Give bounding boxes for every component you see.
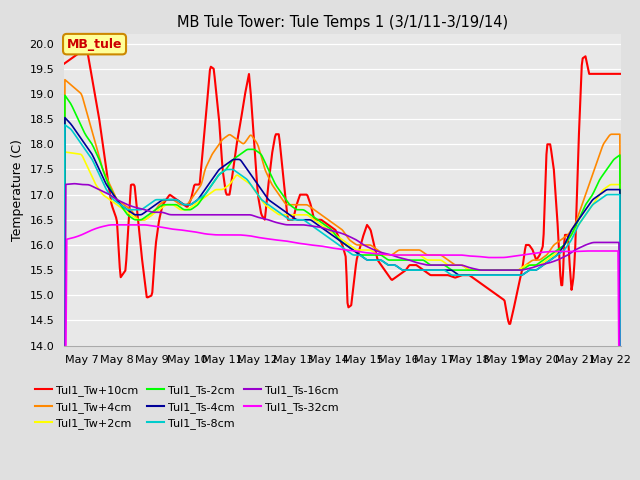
Line: Tul1_Ts-32cm: Tul1_Ts-32cm [64,225,621,480]
Tul1_Ts-2cm [313,216,321,222]
Tul1_Tw+4cm [480,267,488,273]
Tul1_Ts-16cm [70,181,78,187]
Tul1_Ts-2cm [617,450,625,456]
Tul1_Ts-2cm [204,187,212,193]
Tul1_Ts-16cm [480,267,488,273]
Tul1_Tw+10cm [204,88,212,94]
Tul1_Tw+10cm [506,321,513,327]
Tul1_Tw+10cm [313,217,321,223]
Tul1_Ts-2cm [61,93,68,98]
Tul1_Ts-32cm [109,222,117,228]
Tul1_Ts-2cm [60,410,68,416]
Tul1_Ts-2cm [389,257,397,263]
Tul1_Tw+2cm [61,149,68,155]
Line: Tul1_Ts-2cm: Tul1_Ts-2cm [64,96,621,453]
Line: Tul1_Ts-16cm: Tul1_Ts-16cm [64,184,621,480]
Tul1_Tw+2cm [313,219,321,225]
Tul1_Ts-8cm [61,122,68,128]
Line: Tul1_Tw+10cm: Tul1_Tw+10cm [64,49,621,324]
Tul1_Ts-4cm [617,474,625,480]
Tul1_Tw+2cm [433,257,440,263]
Legend: Tul1_Tw+10cm, Tul1_Tw+4cm, Tul1_Tw+2cm, Tul1_Ts-2cm, Tul1_Ts-4cm, Tul1_Ts-8cm, T: Tul1_Tw+10cm, Tul1_Tw+4cm, Tul1_Tw+2cm, … [31,381,343,433]
Tul1_Tw+4cm [159,199,167,204]
Tul1_Ts-4cm [433,267,440,273]
Tul1_Ts-2cm [433,262,440,268]
Tul1_Ts-2cm [480,267,488,273]
Tul1_Tw+10cm [159,201,167,206]
Tul1_Ts-8cm [480,272,488,278]
Tul1_Tw+4cm [313,209,321,215]
Tul1_Ts-4cm [61,115,68,120]
Tul1_Ts-8cm [617,477,625,480]
Tul1_Tw+10cm [60,61,68,67]
Line: Tul1_Tw+2cm: Tul1_Tw+2cm [64,152,621,473]
Tul1_Tw+2cm [617,470,625,476]
Tul1_Ts-16cm [204,212,212,217]
Tul1_Ts-16cm [313,224,321,229]
Tul1_Ts-16cm [159,210,167,216]
Tul1_Tw+4cm [389,251,397,257]
Tul1_Tw+2cm [480,267,488,273]
Tul1_Tw+4cm [60,400,68,406]
Tul1_Ts-32cm [159,225,167,230]
Tul1_Tw+2cm [204,192,212,198]
Tul1_Tw+10cm [83,46,90,52]
Tul1_Tw+4cm [433,252,440,258]
Tul1_Tw+10cm [433,272,440,278]
Tul1_Ts-8cm [433,267,440,273]
Tul1_Ts-4cm [313,221,321,227]
Tul1_Ts-32cm [204,231,212,237]
Line: Tul1_Ts-4cm: Tul1_Ts-4cm [64,118,621,477]
Tul1_Tw+4cm [204,160,212,166]
Tul1_Tw+10cm [480,283,488,288]
Tul1_Ts-8cm [389,262,397,268]
Tul1_Ts-4cm [389,262,397,268]
Tul1_Ts-32cm [313,243,321,249]
Tul1_Ts-16cm [433,262,440,268]
Tul1_Ts-4cm [480,272,488,278]
Title: MB Tule Tower: Tule Temps 1 (3/1/11-3/19/14): MB Tule Tower: Tule Temps 1 (3/1/11-3/19… [177,15,508,30]
Tul1_Tw+2cm [60,448,68,454]
Line: Tul1_Tw+4cm: Tul1_Tw+4cm [64,80,621,440]
Tul1_Tw+2cm [159,204,167,210]
Tul1_Ts-8cm [204,187,212,193]
Tul1_Tw+4cm [617,437,625,443]
Tul1_Ts-8cm [159,197,167,203]
Tul1_Tw+10cm [617,71,625,77]
Tul1_Tw+10cm [389,276,397,282]
Tul1_Ts-4cm [60,425,68,431]
Tul1_Ts-4cm [204,182,212,188]
Tul1_Ts-8cm [313,227,321,232]
Tul1_Ts-8cm [60,430,68,436]
Tul1_Tw+2cm [389,252,397,258]
Text: MB_tule: MB_tule [67,37,122,51]
Tul1_Ts-32cm [389,252,397,258]
Tul1_Tw+4cm [61,77,68,83]
Tul1_Ts-2cm [159,202,167,208]
Tul1_Ts-4cm [159,197,167,203]
Tul1_Ts-32cm [480,254,488,260]
Tul1_Ts-16cm [389,252,397,258]
Tul1_Ts-32cm [433,252,440,258]
Line: Tul1_Ts-8cm: Tul1_Ts-8cm [64,125,621,480]
Y-axis label: Temperature (C): Temperature (C) [11,139,24,240]
